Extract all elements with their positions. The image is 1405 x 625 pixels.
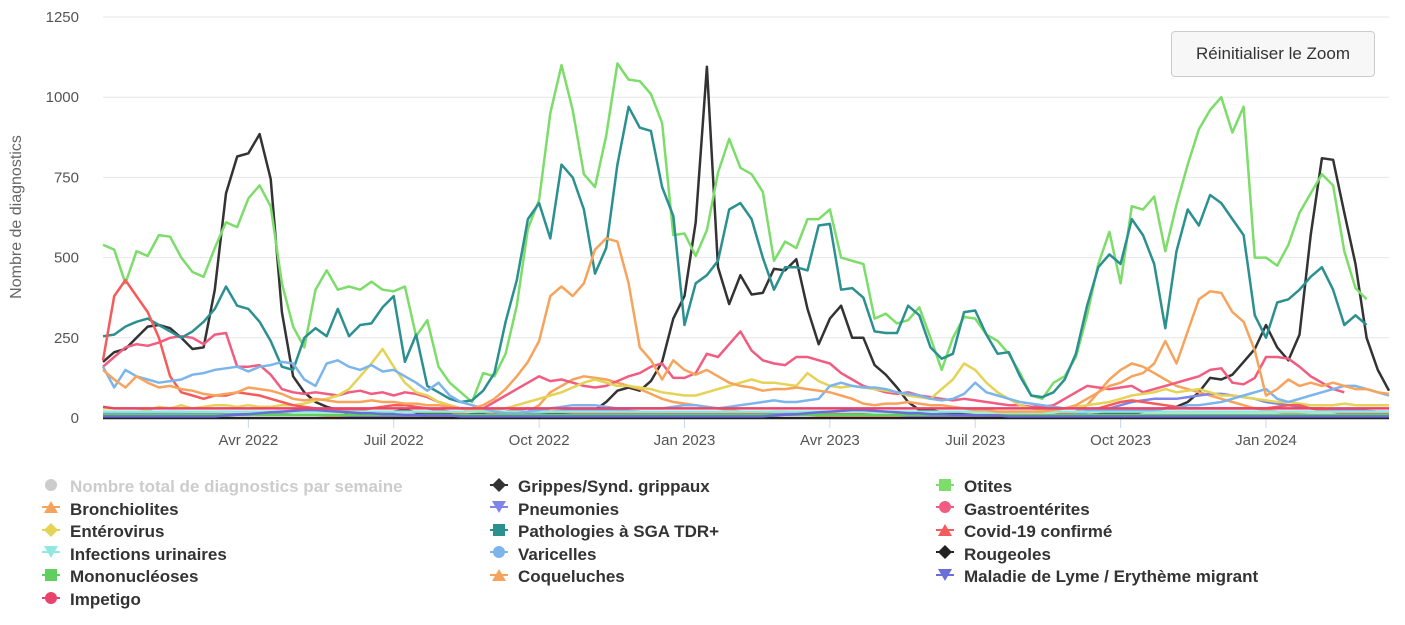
legend-item[interactable]: Gastroentérites: [934, 499, 1090, 521]
legend-marker-icon: [934, 566, 964, 589]
legend-item[interactable]: Covid-19 confirmé: [934, 521, 1112, 543]
y-tick-label: 1000: [46, 89, 79, 106]
legend-marker-icon: [488, 498, 518, 521]
legend-label: Gastroentérites: [964, 499, 1090, 519]
legend-label: Pneumonies: [518, 499, 620, 519]
x-tick-label: Jan 2024: [1235, 432, 1297, 449]
x-tick-label: Avr 2023: [800, 432, 860, 449]
legend-item[interactable]: Entérovirus: [40, 521, 164, 543]
y-tick-label: 1250: [46, 9, 79, 26]
legend-marker-icon: [488, 521, 518, 544]
legend: Nombre total de diagnostics par semaine G…: [40, 476, 1380, 616]
y-tick-label: 250: [54, 330, 79, 347]
y-axis: 0 250 500 750 1000 1250: [46, 9, 79, 427]
legend-marker-icon: [40, 521, 70, 544]
legend-marker-icon: [488, 543, 518, 566]
series-line[interactable]: [102, 330, 1345, 412]
legend-item[interactable]: Bronchiolites: [40, 499, 179, 521]
legend-label: Maladie de Lyme / Erythème migrant: [964, 567, 1259, 587]
legend-label: Mononucléoses: [70, 567, 199, 587]
x-tick-label: Juil 2022: [364, 432, 424, 449]
series-line[interactable]: [103, 408, 1389, 418]
legend-label: Varicelles: [518, 544, 597, 564]
series-line[interactable]: [102, 105, 1368, 404]
legend-item[interactable]: Coqueluches: [488, 566, 625, 588]
legend-marker-icon: [934, 476, 964, 499]
y-grid: [103, 16, 1389, 419]
x-tick-label: Avr 2022: [218, 432, 278, 449]
line-chart: 0 250 500 750 1000 1250 Avr 2022 Juil 2022 Oct …: [8, 9, 1391, 449]
y-tick-label: 500: [54, 250, 79, 267]
legend-label: Rougeoles: [964, 544, 1051, 564]
legend-item[interactable]: Infections urinaires: [40, 544, 227, 566]
x-tick-label: Jan 2023: [654, 432, 716, 449]
x-tick-label: Juil 2023: [945, 432, 1005, 449]
legend-item[interactable]: Rougeoles: [934, 544, 1051, 566]
legend-item[interactable]: Grippes/Synd. grippaux: [488, 476, 710, 498]
legend-label: Grippes/Synd. grippaux: [518, 477, 710, 496]
series-line[interactable]: [102, 237, 1390, 413]
legend-marker-icon: [40, 543, 70, 566]
x-tick-label: Oct 2022: [509, 432, 570, 449]
legend-marker-icon: [934, 521, 964, 544]
legend-label: Impetigo: [70, 590, 141, 609]
series-line[interactable]: [102, 62, 1368, 404]
legend-item[interactable]: Impetigo: [40, 589, 141, 611]
legend-label: Coqueluches: [518, 567, 625, 587]
x-tick-label: Oct 2023: [1090, 432, 1151, 449]
legend-label: Entérovirus: [70, 522, 165, 542]
legend-label: Pathologies à SGA TDR+: [518, 522, 720, 542]
legend-label: Bronchiolites: [70, 499, 179, 519]
x-axis: Avr 2022 Juil 2022 Oct 2022 Jan 2023 Avr 202…: [103, 418, 1389, 449]
legend-marker-icon: [40, 498, 70, 521]
legend-marker-icon: [40, 589, 70, 612]
legend-marker-icon: [488, 566, 518, 589]
legend-marker-icon: [934, 543, 964, 566]
legend-marker-icon: [934, 498, 964, 521]
plot-area[interactable]: [101, 62, 1391, 420]
series-line[interactable]: [102, 405, 1389, 410]
legend-label: Covid-19 confirmé: [964, 522, 1113, 542]
legend-item[interactable]: Otites: [934, 476, 1012, 498]
legend-item[interactable]: Varicelles: [488, 544, 596, 566]
y-axis-title: Nombre de diagnostics: [8, 135, 25, 299]
legend-item[interactable]: Nombre total de diagnostics par semaine: [40, 476, 403, 498]
legend-marker-icon: [40, 476, 70, 499]
legend-marker-icon: [40, 566, 70, 589]
legend-label: Otites: [964, 477, 1013, 496]
legend-marker-icon: [488, 476, 518, 499]
legend-item[interactable]: Pneumonies: [488, 499, 619, 521]
y-tick-label: 0: [71, 410, 79, 427]
legend-label: Infections urinaires: [70, 544, 227, 564]
y-tick-label: 750: [54, 169, 79, 186]
legend-label: Nombre total de diagnostics par semaine: [70, 477, 403, 496]
legend-item[interactable]: Maladie de Lyme / Erythème migrant: [934, 566, 1258, 588]
reset-zoom-button[interactable]: Réinitialiser le Zoom: [1171, 31, 1375, 77]
legend-item[interactable]: Mononucléoses: [40, 566, 198, 588]
legend-item[interactable]: Pathologies à SGA TDR+: [488, 521, 719, 543]
